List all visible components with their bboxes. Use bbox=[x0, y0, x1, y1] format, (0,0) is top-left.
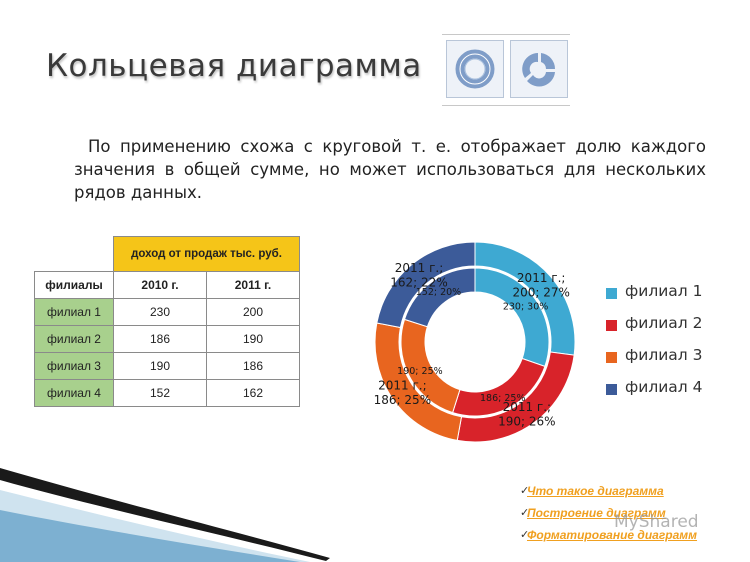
table-cell: 230 bbox=[113, 298, 207, 326]
slide-title: Кольцевая диаграмма bbox=[46, 48, 422, 84]
table-cell: 152 bbox=[113, 379, 207, 407]
table-cell: 190 bbox=[206, 325, 300, 353]
table-row: филиал 3 190 186 bbox=[34, 352, 300, 380]
data-label: 152; 20% bbox=[416, 287, 461, 298]
legend-label: филиал 4 bbox=[625, 378, 703, 396]
table-cell: филиал 3 bbox=[34, 352, 114, 380]
data-label: 230; 30% bbox=[503, 301, 548, 312]
table-corner bbox=[35, 237, 114, 272]
watermark: MyShared bbox=[614, 512, 699, 532]
column-header: 2011 г. bbox=[206, 271, 300, 299]
link-formatting-charts[interactable]: Форматирование диаграмм bbox=[527, 528, 698, 542]
legend-swatch bbox=[606, 320, 617, 331]
table-cell: 190 bbox=[113, 352, 207, 380]
table-row: филиал 1 230 200 bbox=[34, 298, 300, 326]
table-row: филиал 2 186 190 bbox=[34, 325, 300, 353]
table-cell: 186 bbox=[113, 325, 207, 353]
data-label: 2011 г.; 186; 25% bbox=[374, 379, 431, 407]
sales-table: доход от продаж тыс. руб. филиалы 2010 г… bbox=[34, 236, 300, 407]
table-cell: филиал 1 bbox=[34, 298, 114, 326]
data-label: 2011 г.; 200; 27% bbox=[512, 271, 569, 299]
table-cell: 200 bbox=[206, 298, 300, 326]
table-header: доход от продаж тыс. руб. bbox=[113, 236, 300, 272]
doughnut-chart: 230; 30%186; 25%190; 25%152; 20%2011 г.;… bbox=[374, 241, 576, 443]
checkmark-icon: ✓ bbox=[520, 485, 530, 497]
data-label: 2011 г.; 162; 22% bbox=[390, 261, 447, 289]
slide-description: По применению схожа с круговой т. е. ото… bbox=[74, 137, 706, 202]
legend-label: филиал 1 bbox=[625, 282, 703, 300]
legend-swatch bbox=[606, 288, 617, 299]
exploded-doughnut-icon bbox=[510, 40, 568, 98]
legend-swatch bbox=[606, 352, 617, 363]
checkmark-icon: ✓ bbox=[520, 507, 530, 519]
data-label: 2011 г.; 190; 26% bbox=[498, 400, 555, 428]
data-label: 186; 25% bbox=[480, 393, 525, 404]
table-cell: филиал 2 bbox=[34, 325, 114, 353]
data-label: 190; 25% bbox=[397, 366, 442, 377]
checkmark-icon: ✓ bbox=[520, 529, 530, 541]
legend-label: филиал 2 bbox=[625, 314, 703, 332]
doughnut-icon bbox=[446, 40, 504, 98]
column-header: 2010 г. bbox=[113, 271, 207, 299]
icons-frame bbox=[442, 34, 570, 106]
legend-swatch bbox=[606, 384, 617, 395]
doughnut-segment bbox=[376, 241, 476, 329]
table-row: филиал 4 152 162 bbox=[34, 379, 300, 407]
table-cell: 186 bbox=[206, 352, 300, 380]
table-cell: 162 bbox=[206, 379, 300, 407]
doughnut-segment bbox=[403, 267, 476, 328]
link-what-is-chart[interactable]: Что такое диаграмма bbox=[527, 484, 664, 498]
column-header: филиалы bbox=[34, 271, 114, 299]
link-building-charts[interactable]: Построение диаграмм bbox=[527, 506, 666, 520]
legend-label: филиал 3 bbox=[625, 346, 703, 364]
table-cell: филиал 4 bbox=[34, 379, 114, 407]
decorative-swoosh bbox=[0, 468, 330, 562]
